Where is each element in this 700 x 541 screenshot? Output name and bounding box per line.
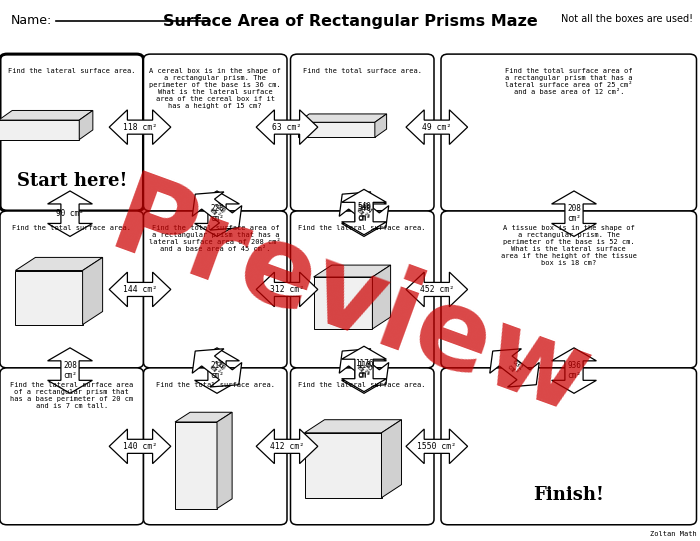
Polygon shape [256,429,318,464]
Polygon shape [48,348,92,393]
Polygon shape [552,348,596,393]
Text: Start here!: Start here! [17,173,127,190]
Text: Find the total surface area.: Find the total surface area. [302,68,421,74]
Text: Find the total surface area.: Find the total surface area. [13,225,132,231]
FancyBboxPatch shape [144,211,287,368]
Text: 936
cm²: 936 cm² [567,361,581,380]
Text: 412 cm²: 412 cm² [270,442,304,451]
Polygon shape [109,272,171,307]
Polygon shape [0,110,93,120]
Text: 540
cm²: 540 cm² [357,202,371,222]
Polygon shape [382,420,402,498]
Text: 312 cm²: 312 cm² [270,285,304,294]
Polygon shape [48,191,92,236]
Polygon shape [372,265,391,329]
Text: 118 cm²: 118 cm² [123,123,157,131]
Text: Find the total surface area.: Find the total surface area. [155,382,274,388]
Polygon shape [109,429,171,464]
Polygon shape [340,349,389,387]
Text: 208
cm²: 208 cm² [567,204,581,223]
FancyBboxPatch shape [144,368,287,525]
Polygon shape [342,346,386,392]
Text: 1176
cm²: 1176 cm² [355,359,373,379]
Polygon shape [342,191,386,236]
Polygon shape [109,110,171,144]
Text: Finish!: Finish! [533,486,604,504]
Polygon shape [406,110,468,144]
Polygon shape [175,422,217,509]
Text: Find the total surface area of
a rectangular prism that has a
lateral surface ar: Find the total surface area of a rectang… [149,225,281,252]
Polygon shape [406,272,468,307]
Polygon shape [256,272,318,307]
Polygon shape [342,189,386,235]
FancyBboxPatch shape [290,211,434,368]
Polygon shape [298,114,386,122]
Text: 220
cm²: 220 cm² [208,202,226,220]
Polygon shape [193,349,242,387]
Text: 220
cm²: 220 cm² [210,204,224,223]
Text: Find the lateral surface area.: Find the lateral surface area. [298,225,426,231]
Text: 110
cm²: 110 cm² [357,361,371,380]
Text: Find the lateral surface area
of a rectangular prism that
has a base perimeter o: Find the lateral surface area of a recta… [10,382,134,409]
FancyBboxPatch shape [441,211,696,368]
FancyBboxPatch shape [0,211,144,368]
Text: 63 cm²: 63 cm² [272,123,302,131]
Text: Not all the boxes are used!: Not all the boxes are used! [561,14,693,23]
FancyBboxPatch shape [144,54,287,211]
FancyBboxPatch shape [0,368,144,525]
Text: A cereal box is in the shape of
a rectangular prism. The
perimeter of the base i: A cereal box is in the shape of a rectan… [149,68,281,109]
Text: 144 cm²: 144 cm² [123,285,157,294]
Text: Surface Area of Rectangular Prisms Maze: Surface Area of Rectangular Prisms Maze [162,14,538,29]
Polygon shape [0,120,79,140]
Text: 49 cm²: 49 cm² [422,123,452,131]
Polygon shape [552,191,596,236]
FancyBboxPatch shape [0,54,144,211]
Polygon shape [175,412,232,422]
Text: 90 cm²: 90 cm² [56,209,84,218]
FancyBboxPatch shape [441,368,696,525]
Text: Preview: Preview [97,167,603,439]
Polygon shape [195,348,239,393]
Text: Find the lateral surface area.: Find the lateral surface area. [8,68,136,74]
Polygon shape [375,114,386,137]
FancyBboxPatch shape [441,54,696,211]
Polygon shape [342,348,386,393]
FancyBboxPatch shape [290,54,434,211]
Polygon shape [256,110,318,144]
Text: 540
cm²: 540 cm² [357,204,371,223]
Text: 631
cm²: 631 cm² [505,359,524,377]
Polygon shape [15,258,103,270]
Text: Find the lateral surface area.: Find the lateral surface area. [298,382,426,388]
Polygon shape [406,429,468,464]
Text: 210
cm²: 210 cm² [210,361,224,380]
Polygon shape [304,420,402,433]
Polygon shape [217,412,232,509]
Text: 384
cm²: 384 cm² [355,202,373,220]
Text: Zoltan Math: Zoltan Math [650,531,696,537]
Text: 452 cm²: 452 cm² [420,285,454,294]
Text: 55
cm²: 55 cm² [355,359,373,377]
Polygon shape [314,265,391,277]
Text: Find the total surface area of
a rectangular prism that has a
lateral surface ar: Find the total surface area of a rectang… [505,68,633,95]
Text: Name:: Name: [10,14,52,27]
Text: 210
cm²: 210 cm² [208,359,226,377]
Polygon shape [79,110,93,140]
Polygon shape [83,258,103,325]
Polygon shape [193,192,242,230]
Polygon shape [314,277,372,329]
Polygon shape [298,122,375,137]
Polygon shape [195,191,239,236]
Polygon shape [340,192,389,230]
Text: 1550 cm²: 1550 cm² [417,442,456,451]
Text: A tissue box is in the shape of
a rectangular prism. The
perimeter of the base i: A tissue box is in the shape of a rectan… [500,225,637,266]
Polygon shape [15,270,83,325]
Polygon shape [490,349,539,387]
Polygon shape [304,433,382,498]
FancyBboxPatch shape [290,368,434,525]
Text: 208
cm²: 208 cm² [63,361,77,380]
Text: 140 cm²: 140 cm² [123,442,157,451]
